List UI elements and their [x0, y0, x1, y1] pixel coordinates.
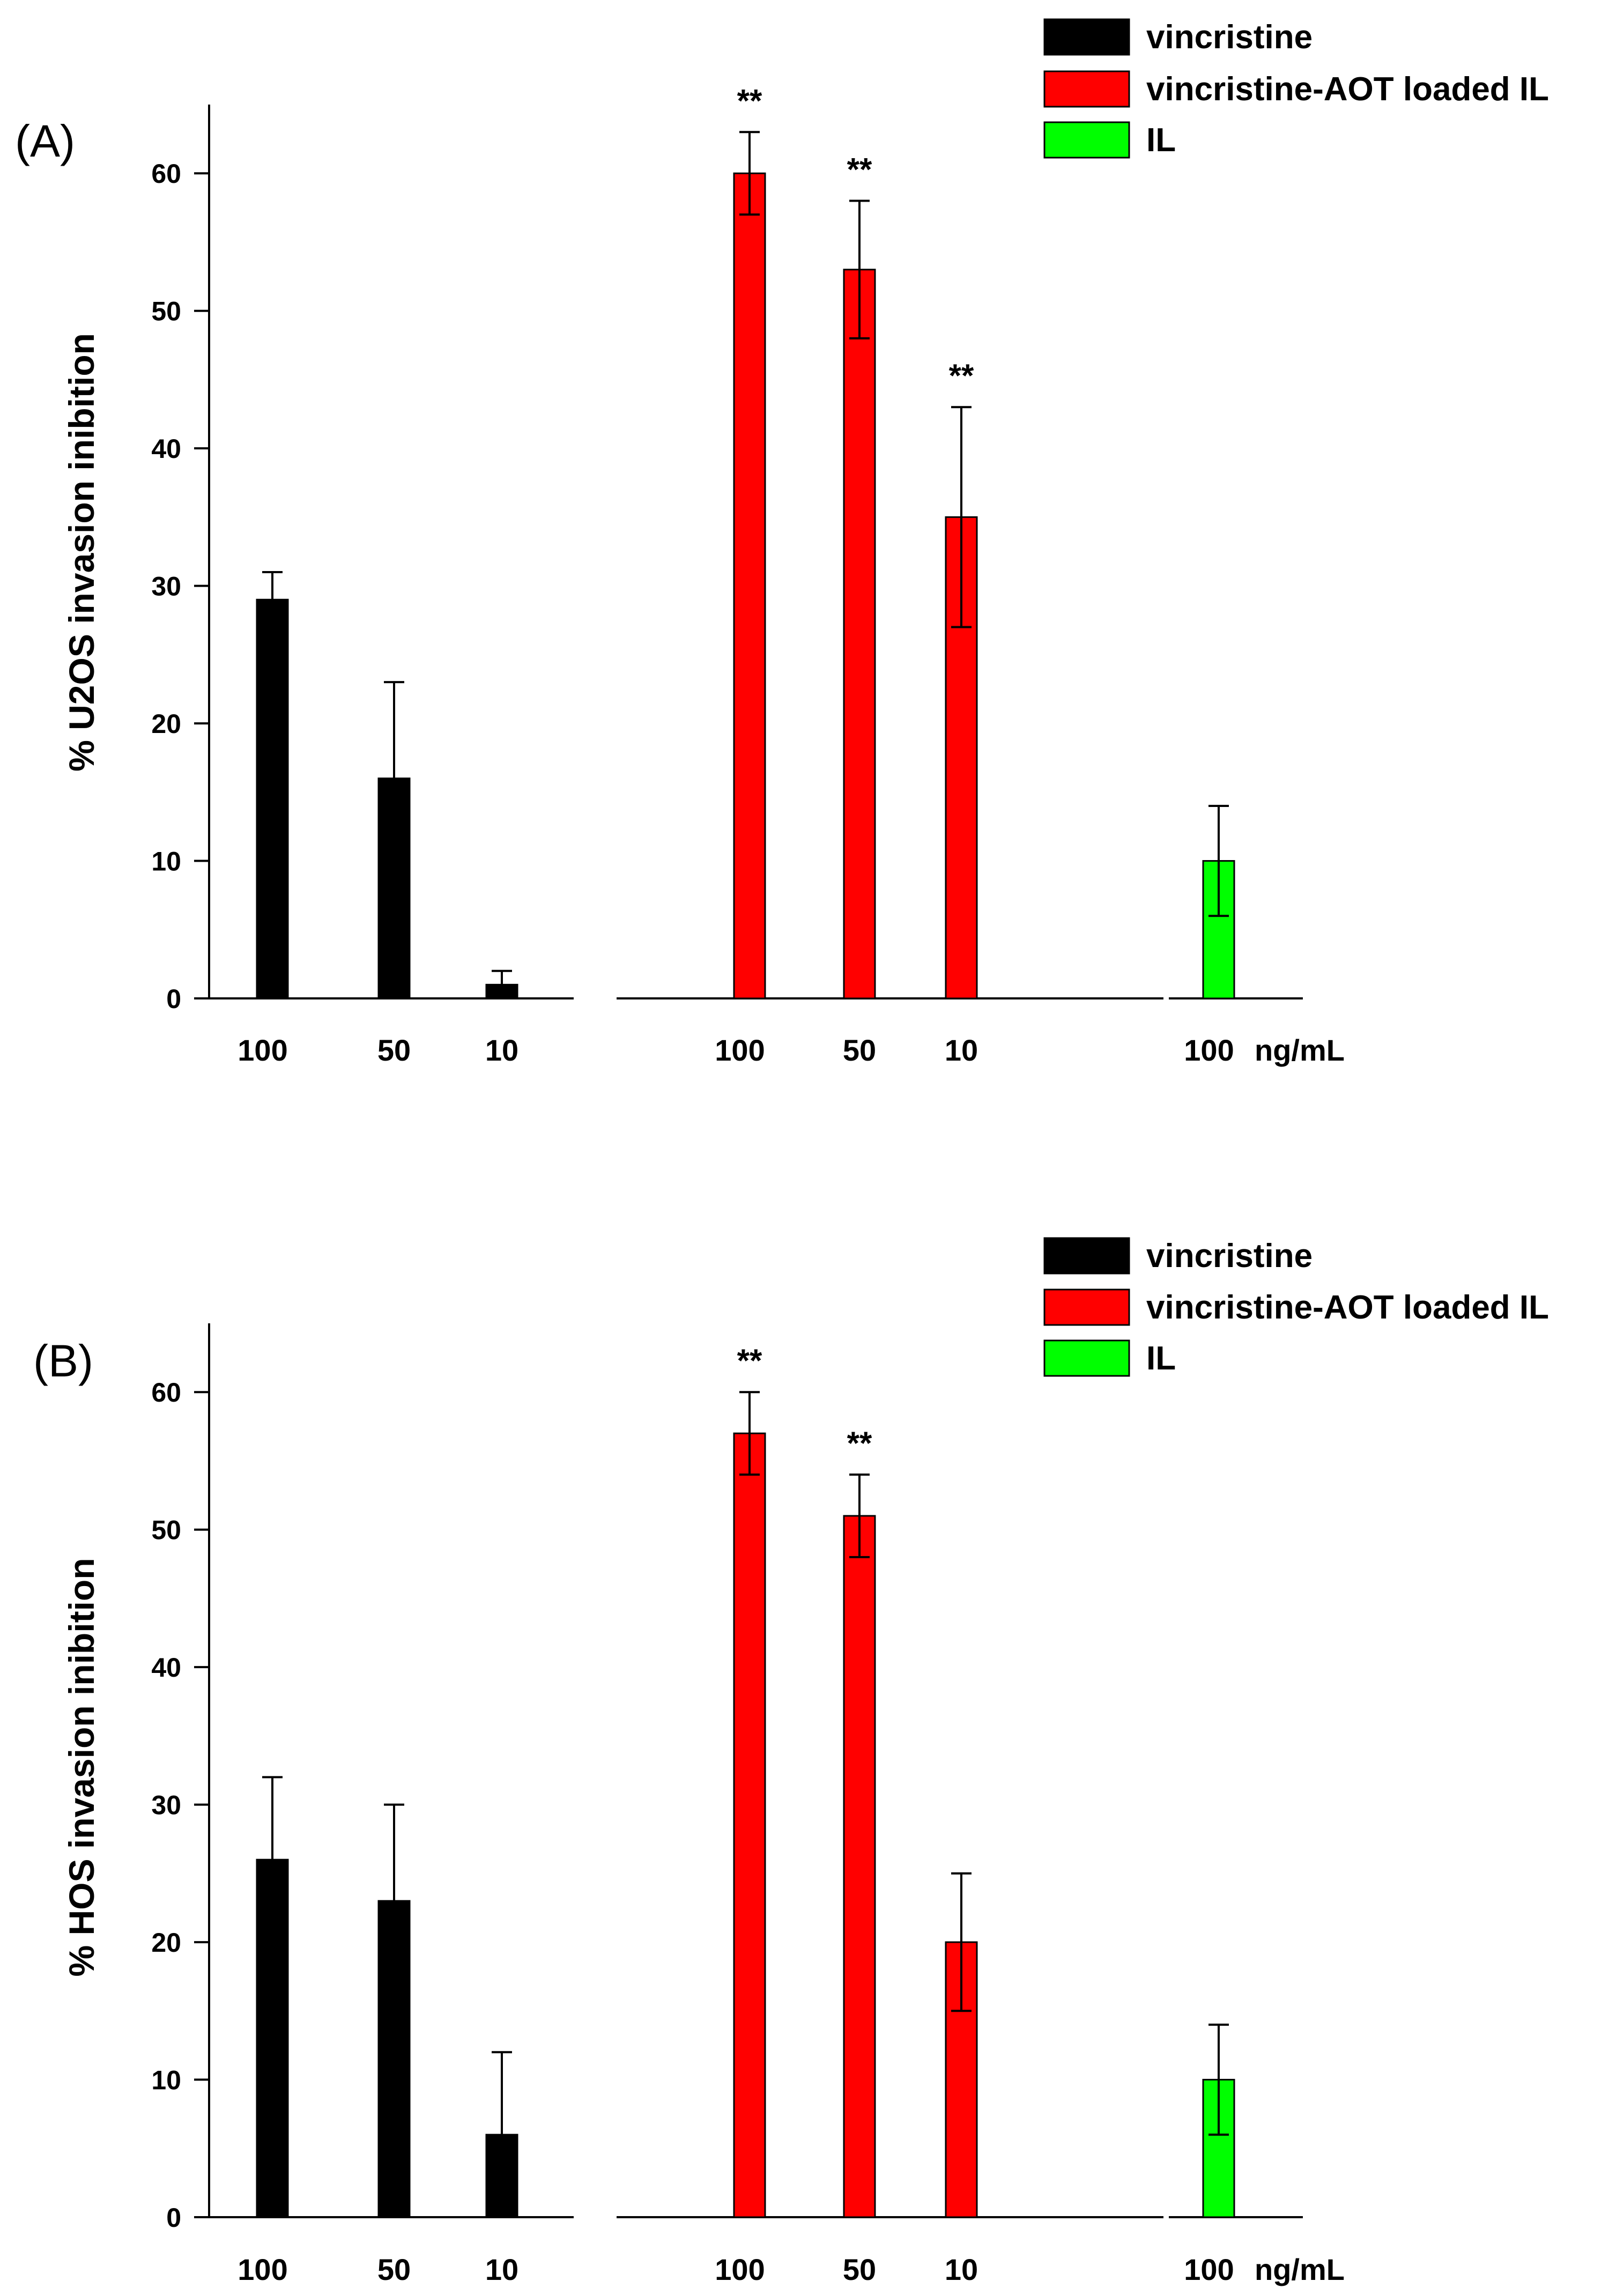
significance-label: **: [737, 83, 762, 118]
bar: [843, 269, 876, 999]
x-tick-label: 50: [377, 2253, 411, 2286]
x-tick-label: 10: [945, 2253, 978, 2286]
x-tick-label: 100: [715, 1033, 765, 1067]
bar: [377, 777, 411, 999]
x-tick-label: 10: [485, 2253, 518, 2286]
bar: [843, 1515, 876, 2218]
y-tick-label: 0: [166, 984, 181, 1014]
legend-label: vincristine-AOT loaded IL: [1146, 71, 1549, 108]
x-tick-label: 50: [377, 1033, 411, 1067]
x-tick-label: 100: [238, 2253, 287, 2286]
legend: vincristine vincristine-AOT loaded IL IL: [1043, 1237, 1549, 1377]
x-tick-label: 50: [843, 1033, 876, 1067]
legend-swatch: [1043, 1339, 1130, 1377]
significance-label: **: [949, 358, 974, 394]
x-tick-label: 50: [843, 2253, 876, 2286]
significance-label: **: [847, 1425, 872, 1461]
y-tick-label: 0: [166, 2203, 181, 2233]
legend-swatch: [1043, 121, 1130, 159]
legend-label: IL: [1146, 122, 1176, 159]
legend-swatch: [1043, 1237, 1130, 1275]
bar: [945, 516, 978, 999]
panel-label: (A): [15, 116, 75, 166]
x-tick-label: 100: [1184, 2253, 1234, 2286]
y-tick-label: 60: [151, 1377, 181, 1408]
legend-swatch: [1043, 70, 1130, 108]
y-tick-label: 30: [151, 1790, 181, 1820]
panel-label: (B): [33, 1336, 93, 1386]
y-tick-label: 40: [151, 434, 181, 464]
y-tick-label: 20: [151, 1928, 181, 1958]
y-tick-label: 60: [151, 159, 181, 189]
legend-label: vincristine: [1146, 1238, 1313, 1275]
bar: [256, 598, 289, 999]
legend: vincristine vincristine-AOT loaded IL IL: [1043, 18, 1549, 159]
y-tick-label: 10: [151, 2065, 181, 2095]
y-axis-title: % U2OS invasion inibition: [62, 333, 101, 772]
significance-label: **: [847, 152, 872, 188]
x-tick-label: 100: [1184, 1033, 1234, 1067]
significance-label: **: [737, 1343, 762, 1379]
chart-panel-a: (A) 0 10 20 30 40 50 60 % U2OS invasion inibitio…: [15, 18, 1549, 1067]
bar: [733, 1432, 766, 2218]
legend-label: IL: [1146, 1340, 1176, 1377]
chart-panel-b: (B) 0 10 20 30 40 50 60 % HOS invasion inibition…: [33, 1237, 1549, 2286]
y-tick-label: 20: [151, 709, 181, 739]
legend-swatch: [1043, 18, 1130, 56]
y-tick-label: 40: [151, 1653, 181, 1683]
y-axis-title: % HOS invasion inibition: [62, 1558, 101, 1976]
legend-label: vincristine: [1146, 19, 1313, 56]
legend-label: vincristine-AOT loaded IL: [1146, 1289, 1549, 1326]
x-axis-unit: ng/mL: [1255, 1033, 1345, 1067]
x-tick-label: 100: [715, 2253, 765, 2286]
x-tick-label: 10: [945, 1033, 978, 1067]
x-axis-unit: ng/mL: [1255, 2253, 1345, 2286]
x-tick-label: 100: [238, 1033, 287, 1067]
legend-swatch: [1043, 1288, 1130, 1326]
y-tick-label: 30: [151, 572, 181, 602]
x-tick-label: 10: [485, 1033, 518, 1067]
y-tick-label: 50: [151, 1515, 181, 1545]
y-tick-label: 50: [151, 297, 181, 327]
bar: [733, 172, 766, 999]
y-tick-label: 10: [151, 847, 181, 877]
